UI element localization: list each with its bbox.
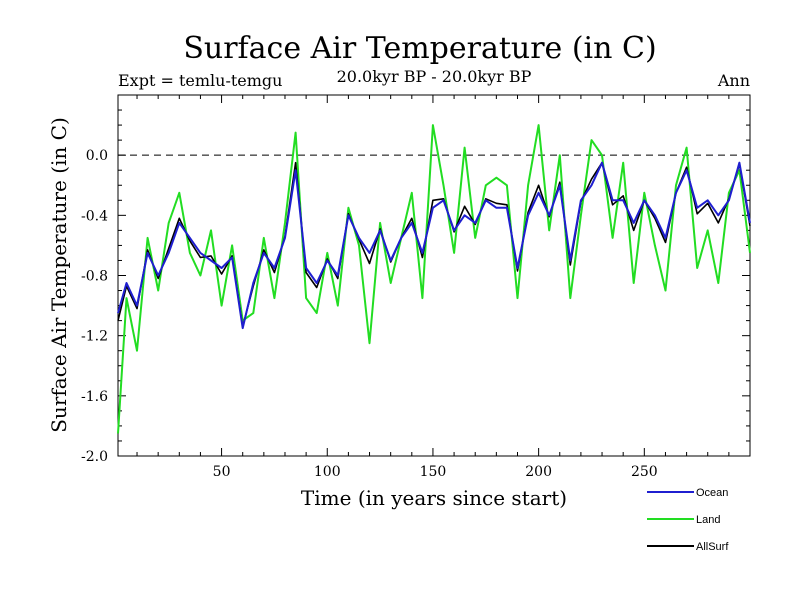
y-tick-label: -2.0 — [81, 449, 108, 465]
season-label: Ann — [717, 71, 750, 90]
y-tick-label: -1.2 — [81, 329, 108, 345]
legend-label-land: Land — [696, 514, 720, 526]
x-tick-label: 250 — [631, 464, 658, 480]
x-tick-label: 100 — [314, 464, 341, 480]
x-axis-label: Time (in years since start) — [301, 486, 567, 510]
y-tick-label: -1.6 — [81, 389, 108, 405]
y-tick-label: -0.8 — [81, 269, 108, 285]
y-axis-label: Surface Air Temperature (in C) — [47, 117, 71, 433]
series-line-land — [117, 124, 751, 434]
plot-frame — [117, 94, 751, 457]
legend-label-allsurf: AllSurf — [696, 541, 729, 553]
x-axis: 50 100 150 200 250 — [136, 95, 730, 480]
chart-title: Surface Air Temperature (in C) — [183, 31, 656, 66]
y-axis: -2.0 -1.6 -1.2 -0.8 -0.4 0.0 — [81, 109, 750, 465]
series-line-ocean — [117, 161, 751, 330]
y-tick-label: 0.0 — [86, 148, 108, 164]
chart-subtitle: 20.0kyr BP - 20.0kyr BP — [337, 67, 532, 86]
expt-label: Expt = temlu-temgu — [118, 71, 282, 90]
x-tick-label: 50 — [213, 464, 231, 480]
series-layer — [117, 124, 751, 434]
legend-label-ocean: Ocean — [696, 487, 728, 499]
x-tick-label: 150 — [420, 464, 447, 480]
y-tick-label: -0.4 — [81, 208, 108, 224]
x-tick-label: 200 — [525, 464, 552, 480]
legend: Ocean Land AllSurf — [647, 487, 729, 553]
